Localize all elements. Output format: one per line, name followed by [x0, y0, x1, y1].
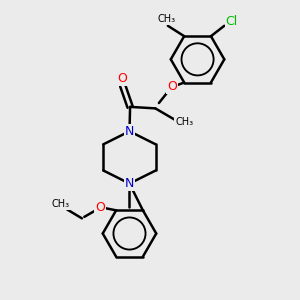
Text: Cl: Cl [226, 15, 238, 28]
Text: CH₃: CH₃ [52, 199, 70, 209]
Text: N: N [125, 125, 134, 138]
Text: O: O [117, 72, 127, 86]
Text: CH₃: CH₃ [157, 14, 176, 24]
Text: N: N [125, 177, 134, 190]
Text: O: O [95, 202, 105, 214]
Text: CH₃: CH₃ [175, 117, 193, 127]
Text: O: O [167, 80, 177, 94]
